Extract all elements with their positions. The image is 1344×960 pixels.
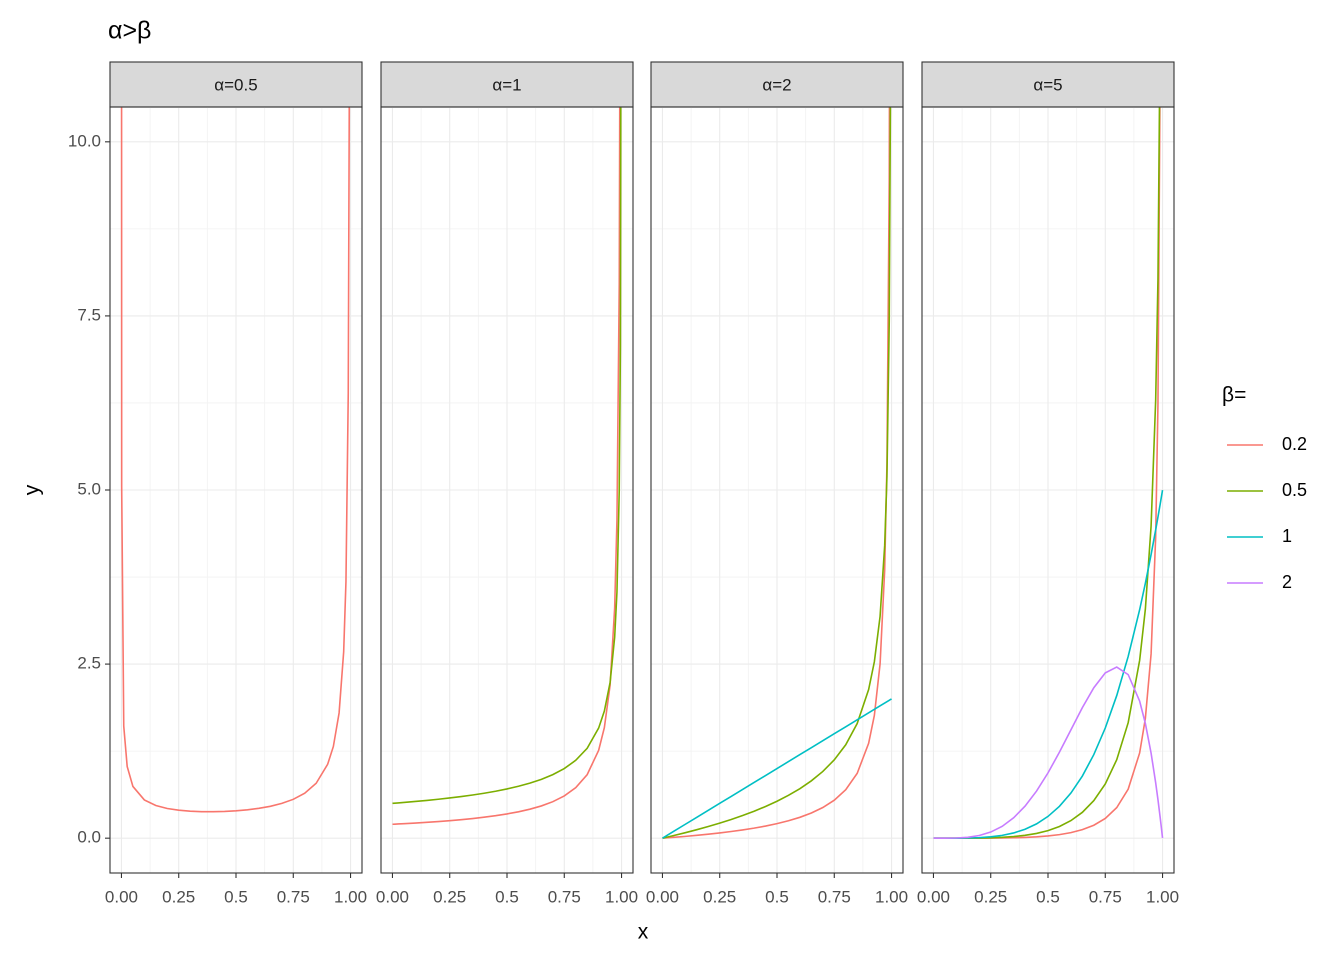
facet-label: α=2: [762, 75, 791, 94]
legend-label: 0.5: [1282, 480, 1307, 500]
facet-label: α=1: [492, 75, 521, 94]
y-axis-label: y: [21, 484, 44, 495]
panel-data: [392, 107, 622, 826]
panel-data: [662, 107, 892, 839]
legend-label: 2: [1282, 572, 1292, 592]
x-tick-label: 0.75: [818, 887, 851, 906]
x-tick-label: 0.75: [277, 887, 310, 906]
data-line: [392, 107, 622, 805]
data-line: [662, 107, 891, 839]
data-line: [662, 107, 892, 839]
legend-title: β=: [1222, 384, 1246, 407]
x-tick-label: 0.25: [974, 887, 1007, 906]
x-tick-label: 0.25: [162, 887, 195, 906]
x-tick-label: 1.00: [334, 887, 367, 906]
x-tick-label: 0.00: [105, 887, 138, 906]
x-tick-label: 0.25: [433, 887, 466, 906]
panel-data: [120, 107, 351, 813]
y-tick-label: 5.0: [77, 479, 101, 498]
facet-strip: [109, 61, 363, 108]
data-line: [933, 666, 1164, 839]
x-tick-label: 0.5: [495, 887, 519, 906]
x-tick-label: 0.00: [646, 887, 679, 906]
x-tick-label: 0.5: [1036, 887, 1060, 906]
facet-label: α=0.5: [214, 75, 257, 94]
legend-label: 0.2: [1282, 434, 1307, 454]
x-tick-label: 0.5: [765, 887, 789, 906]
data-line: [120, 107, 351, 813]
x-tick-label: 0.75: [1089, 887, 1122, 906]
x-tick-label: 1.00: [875, 887, 908, 906]
y-tick-label: 2.5: [77, 654, 101, 673]
facet-strip: [650, 61, 904, 108]
y-tick-label: 7.5: [77, 305, 101, 324]
x-tick-label: 0.75: [548, 887, 581, 906]
panel-data: [933, 107, 1164, 839]
x-tick-label: 0.25: [703, 887, 736, 906]
data-line: [662, 698, 892, 839]
x-tick-label: 1.00: [1146, 887, 1179, 906]
x-tick-label: 0.00: [376, 887, 409, 906]
x-tick-label: 0.00: [917, 887, 950, 906]
panel-border: [380, 106, 634, 874]
legend-label: 1: [1282, 526, 1292, 546]
panel-border: [109, 106, 363, 874]
x-tick-label: 1.00: [605, 887, 638, 906]
chart-title: α>β: [108, 17, 151, 45]
data-line: [392, 107, 621, 826]
y-tick-label: 10.0: [68, 131, 101, 150]
facet-strip: [921, 61, 1175, 108]
panel-border: [650, 106, 904, 874]
x-tick-label: 0.5: [224, 887, 248, 906]
facet-label: α=5: [1033, 75, 1062, 94]
y-tick-label: 0.0: [77, 828, 101, 847]
panel-border: [921, 106, 1175, 874]
x-axis-label: x: [638, 921, 649, 944]
